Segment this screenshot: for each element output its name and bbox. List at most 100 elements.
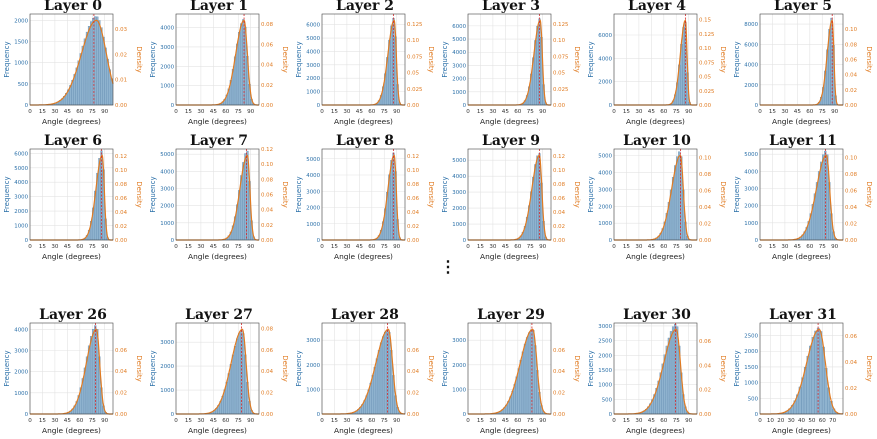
y2-tick-label: 0.10 bbox=[845, 155, 858, 161]
x-tick-label: 75 bbox=[381, 418, 389, 424]
histogram-bar bbox=[84, 39, 86, 105]
x-axis-label: Angle (degrees) bbox=[188, 117, 247, 126]
x-tick-label: 45 bbox=[64, 418, 72, 424]
histogram-bar bbox=[522, 352, 524, 414]
y2-tick-label: 0.15 bbox=[699, 18, 711, 24]
y2-tick-label: 0.00 bbox=[699, 412, 712, 418]
y-tick-label: 0 bbox=[171, 103, 175, 109]
x-tick-label: 90 bbox=[831, 109, 839, 115]
y-axis-label: Frequency bbox=[149, 41, 157, 77]
histogram-bar bbox=[384, 332, 386, 414]
y-tick-label: 4000 bbox=[306, 173, 320, 179]
y2-tick-label: 0.06 bbox=[115, 348, 128, 354]
x-tick-label: 90 bbox=[685, 109, 693, 115]
y-tick-label: 1000 bbox=[306, 387, 320, 393]
y2-axis-label: Density bbox=[281, 355, 289, 382]
x-tick-label: 0 bbox=[466, 244, 470, 250]
x-tick-label: 90 bbox=[393, 244, 401, 250]
y2-tick-label: 0.04 bbox=[845, 360, 858, 366]
y2-tick-label: 0.04 bbox=[115, 369, 128, 375]
y2-tick-label: 0.075 bbox=[553, 54, 568, 60]
x-tick-label: 30 bbox=[197, 418, 205, 424]
y-tick-label: 2000 bbox=[598, 353, 612, 359]
y2-tick-label: 0.02 bbox=[699, 388, 711, 394]
x-tick-label: 45 bbox=[648, 244, 656, 250]
x-tick-label: 15 bbox=[477, 244, 485, 250]
x-tick-label: 30 bbox=[788, 418, 796, 424]
y2-axis-label: Density bbox=[719, 355, 727, 382]
x-tick-label: 90 bbox=[393, 109, 401, 115]
y2-tick-label: 0.06 bbox=[845, 188, 858, 194]
y2-tick-label: 0.04 bbox=[261, 63, 274, 69]
y-axis-label: Frequency bbox=[3, 350, 11, 386]
y-tick-label: 4000 bbox=[452, 174, 466, 180]
y2-axis-label: Density bbox=[135, 355, 143, 382]
histogram-bar bbox=[674, 166, 676, 240]
y-tick-label: 1000 bbox=[14, 224, 28, 230]
y2-tick-label: 0.00 bbox=[553, 412, 566, 418]
histogram-bar bbox=[98, 21, 100, 105]
y-tick-label: 3000 bbox=[306, 189, 320, 195]
y2-tick-label: 0.08 bbox=[261, 22, 274, 28]
y2-tick-label: 0.08 bbox=[261, 326, 274, 332]
x-tick-label: 75 bbox=[673, 244, 681, 250]
y-axis-label: Frequency bbox=[295, 176, 303, 212]
y2-tick-label: 0.06 bbox=[845, 334, 858, 340]
y2-tick-label: 0.06 bbox=[845, 58, 858, 64]
y2-tick-label: 0.02 bbox=[115, 224, 127, 230]
y-tick-label: 1000 bbox=[160, 388, 174, 394]
histogram-bar bbox=[92, 329, 94, 414]
y-tick-label: 2000 bbox=[160, 204, 174, 210]
x-tick-label: 15 bbox=[769, 244, 777, 250]
y2-tick-label: 0.025 bbox=[553, 87, 568, 93]
y-tick-label: 4000 bbox=[14, 180, 28, 186]
y-tick-label: 0 bbox=[609, 103, 613, 109]
x-tick-label: 90 bbox=[685, 418, 693, 424]
y2-tick-label: 0.00 bbox=[115, 238, 128, 244]
y-axis-label: Frequency bbox=[149, 350, 157, 386]
y-tick-label: 5000 bbox=[306, 36, 320, 42]
y2-axis-label: Density bbox=[281, 181, 289, 208]
y-tick-label: 3000 bbox=[160, 45, 174, 51]
y2-tick-label: 0.00 bbox=[699, 238, 712, 244]
x-tick-label: 60 bbox=[76, 418, 84, 424]
y-tick-label: 0 bbox=[25, 238, 29, 244]
x-tick-label: 45 bbox=[648, 109, 656, 115]
histogram-bar bbox=[240, 24, 242, 105]
x-tick-label: 45 bbox=[64, 109, 72, 115]
y-tick-label: 4000 bbox=[160, 169, 174, 175]
y-tick-label: 6000 bbox=[452, 24, 466, 30]
x-tick-label: 90 bbox=[539, 418, 547, 424]
x-tick-label: 45 bbox=[356, 109, 364, 115]
y2-tick-label: 0.00 bbox=[407, 238, 420, 244]
y2-axis-label: Density bbox=[865, 355, 873, 382]
y-tick-label: 2000 bbox=[452, 206, 466, 212]
histogram-bar bbox=[814, 331, 816, 414]
y-tick-label: 0 bbox=[25, 103, 29, 109]
y2-tick-label: 0.00 bbox=[845, 103, 858, 109]
histogram-bar bbox=[378, 350, 380, 414]
y-tick-label: 2000 bbox=[14, 370, 28, 376]
histogram-bar bbox=[82, 46, 84, 105]
y2-tick-label: 0.10 bbox=[115, 168, 128, 174]
histogram-bar bbox=[230, 364, 232, 414]
histogram-bar bbox=[666, 346, 668, 414]
histogram-bar bbox=[105, 48, 107, 105]
x-tick-label: 30 bbox=[51, 244, 59, 250]
y-tick-label: 0 bbox=[317, 238, 321, 244]
y-axis-label: Frequency bbox=[587, 176, 595, 212]
x-tick-label: 30 bbox=[781, 244, 789, 250]
histogram-bar bbox=[370, 383, 372, 414]
x-tick-label: 0 bbox=[320, 244, 324, 250]
y2-axis-label: Density bbox=[719, 46, 727, 73]
y2-tick-label: 0.04 bbox=[261, 369, 274, 375]
